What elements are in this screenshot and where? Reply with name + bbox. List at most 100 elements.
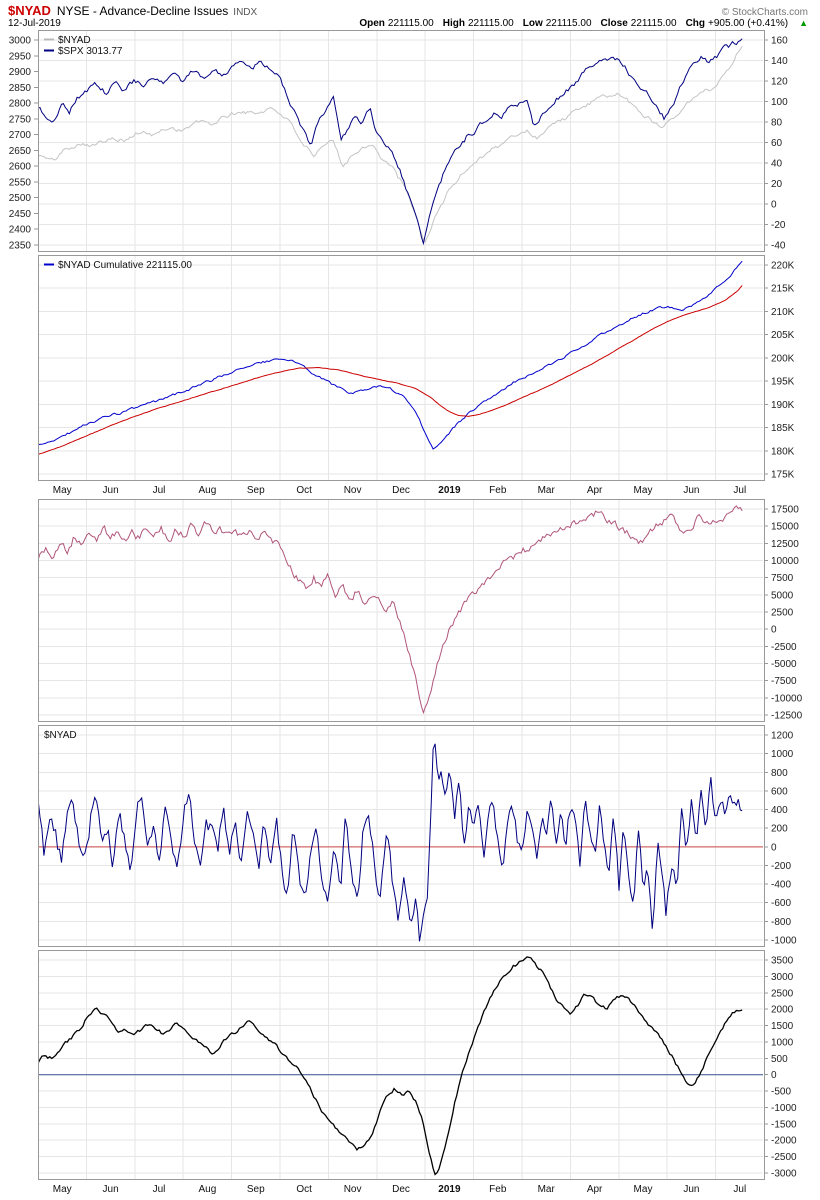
panel-price-overlay: 160 140 120 100 80 60 40 20 0 -20 -40 3000 2950 2900 2… [0,30,820,252]
x-axis-bottom: May Jun Jul Aug Sep Oct Nov Dec 2019 Feb Mar Apr May… [0,1180,820,1198]
svg-text:500: 500 [771,1054,788,1065]
svg-text:-12500: -12500 [771,711,803,722]
svg-text:215K: 215K [771,284,795,295]
chg-value: +905.00 (+0.41%) [708,18,789,29]
svg-text:-800: -800 [771,917,791,928]
copyright: © StockCharts.com [721,7,808,18]
svg-text:400: 400 [771,805,788,816]
svg-text:-20: -20 [771,220,786,231]
svg-text:7500: 7500 [771,573,794,584]
svg-text:195K: 195K [771,377,795,388]
svg-text:5000: 5000 [771,590,794,601]
up-arrow-icon: ▲ [799,18,808,28]
svg-text:Apr: Apr [587,1184,603,1195]
svg-text:Oct: Oct [296,1184,312,1195]
open-value: 221115.00 [387,18,434,29]
symbol-name: NYSE - Advance-Decline Issues [56,4,229,18]
svg-text:Jun: Jun [683,485,699,496]
svg-text:2500: 2500 [771,608,794,619]
svg-text:Jul: Jul [153,1184,166,1195]
svg-text:-1000: -1000 [771,936,797,947]
exchange-label: INDX [233,7,258,18]
svg-text:2550: 2550 [9,177,32,188]
svg-text:205K: 205K [771,330,795,341]
svg-text:2750: 2750 [9,114,32,125]
svg-text:2019: 2019 [438,1184,461,1195]
high-value: 221115.00 [467,18,514,29]
svg-text:-10000: -10000 [771,693,803,704]
svg-text:600: 600 [771,786,788,797]
x-axis-canvas: May Jun Jul Aug Sep Oct Nov Dec 2019 Feb Mar Apr May… [53,485,746,496]
panel-nyad-cumulative: 220K 215K 210K 205K 200K 195K 190K 185K 180K 175K… [0,255,820,481]
svg-text:200: 200 [771,824,788,835]
svg-text:Aug: Aug [199,485,217,496]
svg-text:175K: 175K [771,470,795,481]
symbol: $NYAD [8,3,51,18]
low-label: Low [522,18,543,29]
svg-text:1500: 1500 [771,1021,794,1032]
svg-text:0: 0 [771,200,777,211]
close-label: Close [600,18,628,29]
svg-text:-400: -400 [771,880,791,891]
svg-text:-2500: -2500 [771,1152,797,1163]
low-value: 221115.00 [545,18,592,29]
svg-text:May: May [53,1184,72,1195]
svg-text:Feb: Feb [489,1184,507,1195]
svg-text:1200: 1200 [771,731,794,742]
open-label: Open [359,18,385,29]
panel-nyad-ratio: 17500 15000 12500 10000 7500 5000 2500 0 -2500 -5… [0,499,820,722]
svg-text:Aug: Aug [199,1184,217,1195]
svg-text:190K: 190K [771,400,795,411]
svg-text:200K: 200K [771,353,795,364]
panel-nyad-daily: 1200 1000 800 600 400 200 0 -200 -400 -600 -800 -10… [0,725,820,947]
svg-text:2950: 2950 [9,51,32,62]
svg-text:10000: 10000 [771,556,799,567]
svg-text:2900: 2900 [9,67,32,78]
svg-text:15000: 15000 [771,522,799,533]
svg-text:1000: 1000 [771,1037,794,1048]
svg-text:2500: 2500 [771,988,794,999]
svg-text:-7500: -7500 [771,676,797,687]
svg-text:-2500: -2500 [771,642,797,653]
close-value: 221115.00 [630,18,677,29]
chart-canvas-nyad-ratio-line: 17500 15000 12500 10000 7500 5000 2500 0 -2500 -5… [38,499,803,722]
svg-text:800: 800 [771,768,788,779]
svg-text:Jul: Jul [733,1184,746,1195]
svg-text:Mar: Mar [538,485,556,496]
svg-text:2600: 2600 [9,162,32,173]
svg-text:-2000: -2000 [771,1136,797,1147]
svg-text:Jun: Jun [103,1184,119,1195]
chart-canvas-nyad-cumulative: 220K 215K 210K 205K 200K 195K 190K 185K 180K 175K… [38,255,795,481]
svg-text:2700: 2700 [9,130,32,141]
chart-canvas-nyad-smoothed: 3500 3000 2500 2000 1500 1000 500 0 -500 -1000 -15… [38,950,797,1180]
svg-text:Feb: Feb [489,485,507,496]
svg-text:2400: 2400 [9,225,32,236]
svg-text:2350: 2350 [9,241,32,252]
header-quote-row: 12-Jul-2019 Open 221115.00 High 221115.0… [8,18,808,29]
panel-nyad-smoothed: 3500 3000 2500 2000 1500 1000 500 0 -500 -1000 -15… [0,950,820,1180]
svg-text:$NYAD: $NYAD [44,730,77,741]
svg-text:2800: 2800 [9,99,32,110]
svg-text:210K: 210K [771,307,795,318]
svg-text:Jun: Jun [103,485,119,496]
svg-text:Sep: Sep [247,1184,265,1195]
chart-canvas-nyad-daily: 1200 1000 800 600 400 200 0 -200 -400 -600 -800 -10… [38,725,797,947]
svg-text:-5000: -5000 [771,659,797,670]
svg-text:20: 20 [771,179,783,190]
svg-text:Dec: Dec [392,1184,410,1195]
svg-text:1000: 1000 [771,749,794,760]
svg-text:2500: 2500 [9,193,32,204]
svg-text:Nov: Nov [344,485,362,496]
svg-text:Jul: Jul [733,485,746,496]
svg-text:180K: 180K [771,446,795,457]
svg-text:Mar: Mar [538,1184,556,1195]
high-label: High [442,18,465,29]
svg-text:3500: 3500 [771,956,794,967]
svg-text:May: May [634,485,653,496]
svg-text:-500: -500 [771,1087,791,1098]
svg-text:185K: 185K [771,423,795,434]
svg-text:$SPX 3013.77: $SPX 3013.77 [58,46,123,57]
svg-text:-200: -200 [771,861,791,872]
svg-text:3000: 3000 [9,36,32,47]
